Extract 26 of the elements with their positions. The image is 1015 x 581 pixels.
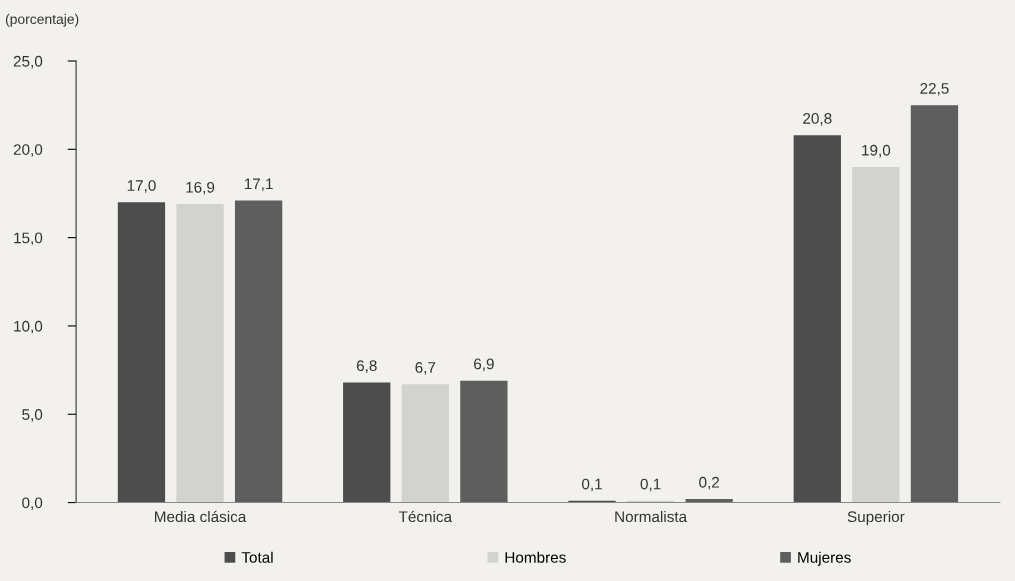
y-tick-label: 5,0 <box>22 409 43 422</box>
y-tick-label: 20,0 <box>13 144 43 157</box>
data-label: 19,0 <box>862 144 891 158</box>
data-label: 22,5 <box>920 82 949 96</box>
legend-label: Hombres <box>505 551 566 563</box>
legend-label: Total <box>241 551 273 563</box>
y-tick-label: 15,0 <box>14 232 43 246</box>
data-label: 6,9 <box>474 358 494 372</box>
data-label: 0,2 <box>699 476 720 490</box>
data-label: 17,0 <box>127 180 156 193</box>
x-tick-label: Normalista <box>615 510 688 523</box>
data-label: 6,8 <box>356 360 377 373</box>
data-label: 0,1 <box>582 478 602 492</box>
data-label: 6,7 <box>415 362 436 375</box>
x-tick-label: Técnica <box>398 510 453 523</box>
y-axis-title: (porcentaje) <box>5 13 79 27</box>
y-tick-label: 25,0 <box>13 55 43 69</box>
data-label: 0,1 <box>640 478 661 492</box>
y-tick-label: 10,0 <box>14 320 43 334</box>
legend-label: Mujeres <box>798 551 851 566</box>
x-tick-label: Media clásica <box>155 510 247 523</box>
data-label: 20,8 <box>803 113 832 126</box>
data-label: 16,9 <box>186 181 215 195</box>
y-tick-label: 0,0 <box>22 497 43 511</box>
x-tick-label: Superior <box>847 510 905 526</box>
data-label: 17,1 <box>244 178 273 191</box>
